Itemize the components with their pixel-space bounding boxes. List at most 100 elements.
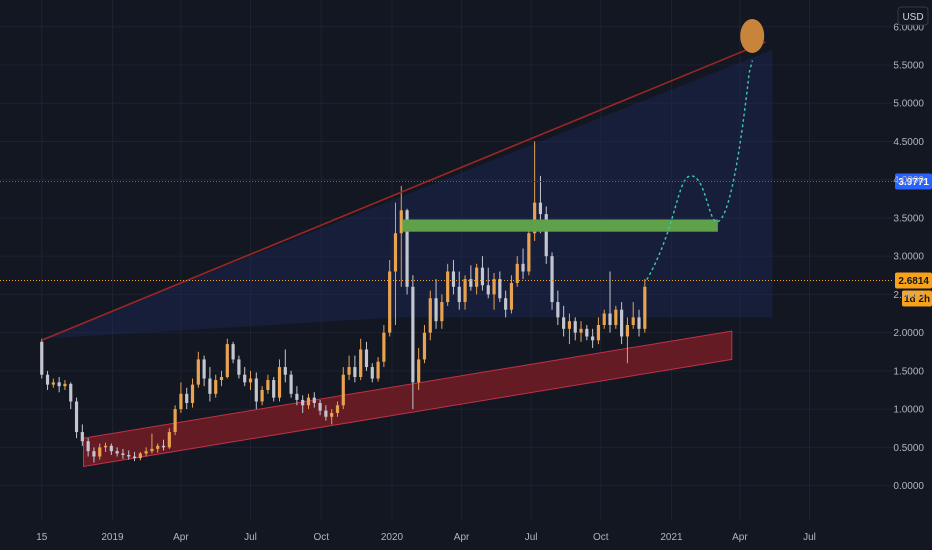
candle-body [393, 233, 398, 272]
candle-body [376, 361, 380, 379]
price-axis[interactable]: 6.0000 5.5000 5.0000 4.5000 4.0000 3.5000 3.00… [893, 22, 924, 492]
currency-badge[interactable]: USD [897, 6, 929, 26]
y-tick-label: 5.0000 [893, 99, 924, 110]
candle-body [434, 298, 438, 322]
candle-body [486, 285, 490, 295]
candle-body [480, 267, 485, 286]
resistance-trendline [41, 41, 766, 342]
support-channel-band [83, 330, 733, 468]
x-tick-label: Apr [732, 532, 748, 543]
candle-body [283, 367, 287, 375]
countdown-label: 1d 2h [904, 294, 930, 305]
candle-body [63, 383, 67, 387]
x-tick-label: Jul [244, 532, 257, 543]
candle-body [341, 374, 345, 406]
candle-body [208, 378, 212, 394]
candle-body [498, 279, 502, 299]
y-tick-label: 1.0000 [893, 405, 924, 416]
x-tick-label: 2021 [660, 532, 683, 543]
candle-body [451, 271, 456, 287]
currency-badge-bg [897, 6, 929, 26]
candle-body [399, 210, 403, 234]
y-tick-label: 0.5000 [893, 443, 924, 454]
candle-body [243, 374, 247, 383]
candle-body [631, 317, 635, 325]
candle-body [446, 271, 450, 303]
candle-body [179, 393, 183, 410]
candle-body [475, 267, 479, 287]
candle-body [57, 382, 61, 387]
candle-body [573, 321, 577, 333]
candle-body [219, 377, 224, 381]
candle-body [428, 298, 432, 333]
drawing-overlays [41, 18, 766, 342]
resistance-zone [402, 219, 718, 232]
candle-body [556, 302, 560, 318]
candle-body [185, 393, 189, 403]
candle-body [266, 380, 270, 390]
support-channel [83, 330, 733, 468]
x-tick-label: 2020 [381, 532, 404, 543]
candle-body [457, 286, 461, 303]
candle-body [167, 432, 171, 448]
candle-body [353, 367, 357, 377]
candle-body [620, 309, 624, 337]
y-tick-label: 5.5000 [893, 61, 924, 72]
candle-body [260, 390, 264, 402]
candle-body [614, 309, 618, 325]
candle-body [144, 451, 148, 454]
candle-body [550, 256, 554, 303]
candle-body [138, 453, 142, 459]
candle-body [196, 359, 200, 385]
x-tick-label: 2019 [101, 532, 124, 543]
candle-body [388, 271, 392, 333]
candle-body [527, 233, 531, 272]
candle-body [92, 451, 96, 457]
candle-body [591, 336, 595, 341]
y-tick-label: 0.0000 [893, 481, 924, 492]
candle-body [272, 380, 276, 398]
candle-body [625, 325, 630, 337]
candle-body [533, 202, 537, 234]
candle-body [161, 445, 166, 448]
shaded-fan-region [41, 49, 773, 339]
candle-body [567, 321, 572, 329]
chart-grid [0, 0, 893, 520]
candle-body [289, 374, 293, 394]
candle-body [127, 455, 131, 457]
candle-body [544, 214, 548, 257]
candle-body [440, 302, 444, 322]
candle-body [515, 263, 519, 283]
y-tick-label: 1.5000 [893, 366, 924, 377]
candle-body [225, 344, 229, 377]
candle-body [643, 286, 647, 329]
candle-body [86, 441, 90, 452]
candle-body [596, 325, 601, 341]
candle-body [45, 374, 50, 385]
candle-body [69, 383, 73, 402]
y-tick-label: 3.0000 [893, 252, 924, 263]
x-tick-label: Oct [313, 532, 329, 543]
candle-body [51, 382, 55, 385]
projection-path [646, 60, 753, 280]
candle-body [492, 279, 496, 295]
candle-body [608, 313, 612, 325]
candle-body [80, 432, 84, 442]
candle-body [40, 341, 44, 375]
candle-body [585, 328, 589, 337]
candle-body [602, 313, 606, 325]
shaded-fan [41, 49, 773, 339]
candle-body [231, 344, 235, 360]
y-tick-label: 4.5000 [893, 137, 924, 148]
candle-body [301, 399, 305, 406]
candle-body [335, 405, 340, 413]
candle-body [411, 286, 415, 383]
candle-body [115, 451, 119, 454]
x-tick-label: Jul [803, 532, 816, 543]
candle-body [74, 401, 79, 433]
time-axis[interactable]: 15 2019 Apr Jul Oct 2020 Apr Jul Oct 2021 Apr Jul [36, 532, 816, 543]
candle-body [359, 349, 363, 377]
candle-body [202, 359, 206, 379]
